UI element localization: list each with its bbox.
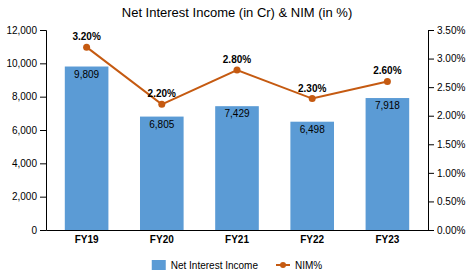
tick-mark <box>40 130 46 131</box>
legend-label: NIM% <box>295 260 322 271</box>
tick-label: 3.00% <box>437 53 465 64</box>
tick-mark <box>428 144 434 145</box>
tick-mark <box>40 63 46 64</box>
data-labels: 9,809 6,805 7,429 6,498 7,918 3.20% 2.20% 2.80%… <box>72 31 401 135</box>
tick: FY19 <box>75 234 99 245</box>
data-label: 2.80% <box>223 54 251 65</box>
tick-label: 2,000 <box>12 191 37 202</box>
tick-label: 4,000 <box>12 158 37 169</box>
point <box>384 78 391 85</box>
legend-item: NIM% <box>276 260 322 271</box>
tick: 12,000 <box>6 25 46 36</box>
tick: 0.00% <box>428 225 465 236</box>
tick-label: 12,000 <box>6 25 37 36</box>
tick-label: 8,000 <box>12 91 37 102</box>
tick: 0 <box>31 225 46 236</box>
point <box>309 95 316 102</box>
tick-mark <box>40 230 46 231</box>
tick-mark <box>40 30 46 31</box>
tick-mark <box>428 30 434 31</box>
tick: 2.50% <box>428 82 465 93</box>
tick: FY22 <box>300 234 324 245</box>
tick-mark <box>428 87 434 88</box>
data-label: 3.20% <box>72 31 100 42</box>
tick-label: FY23 <box>375 234 399 245</box>
tick-label: 1.00% <box>437 168 465 179</box>
bar <box>140 117 184 230</box>
point <box>83 44 90 51</box>
tick: 2,000 <box>12 191 46 202</box>
legend-label: Net Interest Income <box>171 260 259 271</box>
tick-label: 6,000 <box>12 125 37 136</box>
tick-mark <box>40 97 46 98</box>
y-axis: 0 2,000 4,000 6,000 8,000 10,000 12,000 <box>6 25 46 236</box>
tick-mark <box>428 116 434 117</box>
axis-line <box>40 31 47 231</box>
tick-label: FY21 <box>225 234 249 245</box>
tick: 1.50% <box>428 139 465 150</box>
data-label: 7,429 <box>224 108 249 119</box>
tick-label: 2.50% <box>437 82 465 93</box>
data-label: 6,498 <box>300 124 325 135</box>
axis-line <box>47 230 429 231</box>
tick: 3.00% <box>428 53 465 64</box>
tick: 0.50% <box>428 196 465 207</box>
tick-label: FY20 <box>150 234 174 245</box>
chart: Net Interest Income (in Cr) & NIM (in %)… <box>0 0 474 276</box>
title: Net Interest Income (in Cr) & NIM (in %) <box>122 5 352 20</box>
bar <box>215 106 259 230</box>
tick-mark <box>40 197 46 198</box>
tick: FY20 <box>150 234 174 245</box>
bar <box>366 98 410 230</box>
tick: 10,000 <box>6 58 46 69</box>
tick: FY21 <box>225 234 249 245</box>
plot-marks <box>65 44 409 230</box>
data-label: 7,918 <box>375 100 400 111</box>
point <box>158 101 165 108</box>
point <box>234 67 241 74</box>
axis-line <box>429 31 435 231</box>
data-label: 2.20% <box>148 88 176 99</box>
data-label: 9,809 <box>74 69 99 80</box>
data-label: 2.60% <box>373 65 401 76</box>
data-label: 2.30% <box>298 83 326 94</box>
tick-label: FY22 <box>300 234 324 245</box>
x-axis: FY19 FY20 FY21 FY22 FY23 <box>47 231 429 246</box>
tick-mark <box>428 201 434 202</box>
legend-item: Net Interest Income <box>152 260 259 271</box>
legend-marker <box>280 262 286 268</box>
tick-label: 0.50% <box>437 196 465 207</box>
tick-label: 3.50% <box>437 25 465 36</box>
tick: 8,000 <box>12 91 46 102</box>
bar <box>65 67 109 230</box>
tick-mark <box>428 230 434 231</box>
tick-label: FY19 <box>75 234 99 245</box>
tick-mark <box>428 173 434 174</box>
legend: Net Interest Income NIM% <box>152 260 323 271</box>
tick-label: 1.50% <box>437 139 465 150</box>
tick-label: 0.00% <box>437 225 465 236</box>
legend-swatch <box>152 260 166 270</box>
tick: 2.00% <box>428 110 465 121</box>
tick-label: 10,000 <box>6 58 37 69</box>
tick: FY23 <box>375 234 399 245</box>
y2-axis: 0.00% 0.50% 1.00% 1.50% 2.00% 2.50% 3.00% 3.50% <box>428 25 465 236</box>
tick: 6,000 <box>12 125 46 136</box>
line <box>87 47 388 104</box>
tick-mark <box>428 59 434 60</box>
tick-label: 0 <box>31 225 37 236</box>
tick-label: 2.00% <box>437 110 465 121</box>
tick: 4,000 <box>12 158 46 169</box>
bar <box>290 122 334 230</box>
tick-mark <box>40 163 46 164</box>
tick: 1.00% <box>428 168 465 179</box>
tick: 3.50% <box>428 25 465 36</box>
data-label: 6,805 <box>149 119 174 130</box>
